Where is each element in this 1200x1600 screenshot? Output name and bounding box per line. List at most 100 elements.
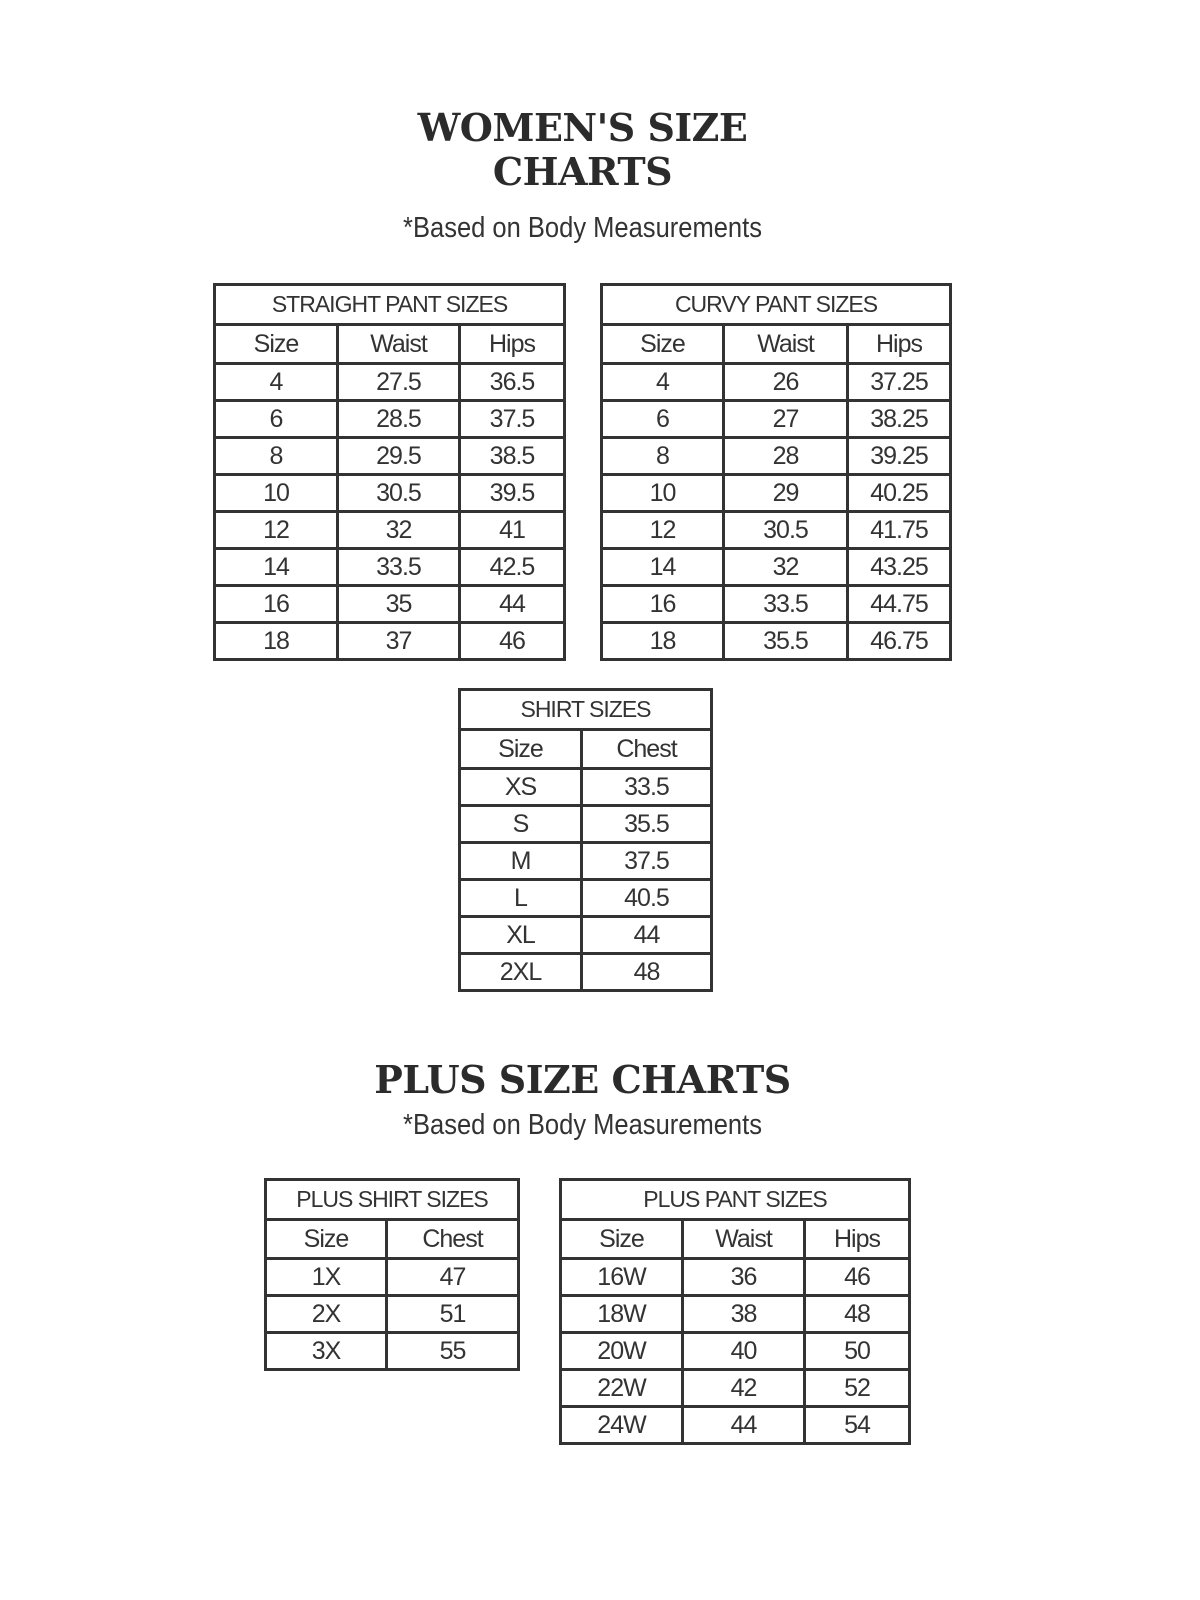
table-row: 6 27 38.25 bbox=[600, 399, 953, 439]
table-cell: 44 bbox=[580, 915, 713, 955]
table-row: 2X 51 bbox=[264, 1294, 520, 1334]
table-cell: 48 bbox=[580, 952, 713, 992]
table-title: STRAIGHT PANT SIZES bbox=[212, 283, 567, 326]
table-cell: 51 bbox=[385, 1294, 520, 1334]
column-header: Hips bbox=[802, 1218, 912, 1260]
table-row: 18 37 46 bbox=[213, 621, 567, 661]
table-cell: 2XL bbox=[458, 952, 583, 992]
table-cell: 10 bbox=[600, 473, 725, 513]
table-row: 20W 40 50 bbox=[559, 1331, 912, 1371]
table-cell: 37 bbox=[336, 621, 461, 661]
table-row: 6 28.5 37.5 bbox=[213, 399, 567, 439]
womens-title-line1: WOMEN'S SIZE bbox=[417, 105, 748, 150]
table-row: 10 30.5 39.5 bbox=[213, 473, 567, 513]
table-cell: 29.5 bbox=[336, 436, 461, 476]
table-cell: 50 bbox=[802, 1331, 912, 1371]
header-row: Size Waist Hips bbox=[600, 323, 953, 365]
table-row: M 37.5 bbox=[458, 841, 713, 881]
table-cell: 32 bbox=[336, 510, 461, 550]
header-row: Size Chest bbox=[264, 1218, 520, 1260]
table-cell: XS bbox=[458, 767, 583, 807]
table-cell: 46 bbox=[802, 1257, 912, 1297]
column-header: Size bbox=[213, 323, 339, 365]
table-cell: 1X bbox=[264, 1257, 388, 1297]
table-row: 1X 47 bbox=[264, 1257, 520, 1297]
table-cell: 38 bbox=[681, 1294, 806, 1334]
table-cell: 4 bbox=[600, 362, 725, 402]
table-row: 18W 38 48 bbox=[559, 1294, 912, 1334]
table-cell: 14 bbox=[213, 547, 339, 587]
table-cell: 47 bbox=[385, 1257, 520, 1297]
table-cell: 38.25 bbox=[845, 399, 953, 439]
column-header: Chest bbox=[580, 728, 713, 770]
table-cell: 38.5 bbox=[457, 436, 567, 476]
table-cell: 16 bbox=[213, 584, 339, 624]
table-title: SHIRT SIZES bbox=[458, 688, 713, 731]
table-cell: 18 bbox=[213, 621, 339, 661]
table-cell: 35.5 bbox=[580, 804, 713, 844]
table-cell: 30.5 bbox=[722, 510, 849, 550]
table-title: CURVY PANT SIZES bbox=[599, 283, 953, 326]
table-cell: 46 bbox=[457, 621, 567, 661]
table-row: 8 28 39.25 bbox=[600, 436, 953, 476]
table-cell: 33.5 bbox=[722, 584, 849, 624]
table-cell: XL bbox=[458, 915, 583, 955]
table-cell: 6 bbox=[213, 399, 339, 439]
table-row: 18 35.5 46.75 bbox=[600, 621, 953, 661]
shirt-sizes-table: SHIRT SIZES Size Chest XS 33.5 S 35.5 M 37.5 L 40.… bbox=[458, 688, 713, 992]
table-cell: 4 bbox=[213, 362, 339, 402]
plus-title: PLUS SIZE CHARTS bbox=[374, 1057, 791, 1102]
table-title: PLUS SHIRT SIZES bbox=[264, 1178, 520, 1221]
column-header: Size bbox=[264, 1218, 388, 1260]
table-row: 4 26 37.25 bbox=[600, 362, 953, 402]
table-cell: 52 bbox=[802, 1368, 912, 1408]
table-row: 14 33.5 42.5 bbox=[213, 547, 567, 587]
table-cell: 27.5 bbox=[336, 362, 461, 402]
table-row: L 40.5 bbox=[458, 878, 713, 918]
table-title: PLUS PANT SIZES bbox=[558, 1178, 912, 1221]
table-cell: 3X bbox=[264, 1331, 388, 1371]
table-cell: 26 bbox=[722, 362, 849, 402]
plus-pant-sizes-table: PLUS PANT SIZES Size Waist Hips 16W 36 46 18W 38… bbox=[558, 1178, 912, 1445]
table-cell: 40.25 bbox=[845, 473, 953, 513]
table-cell: 46.75 bbox=[845, 621, 953, 661]
table-cell: 2X bbox=[264, 1294, 388, 1334]
table-row: 4 27.5 36.5 bbox=[213, 362, 567, 402]
table-cell: 43.25 bbox=[845, 547, 953, 587]
table-cell: 36.5 bbox=[457, 362, 567, 402]
straight-pant-sizes-table: STRAIGHT PANT SIZES Size Waist Hips 4 27.5 36.… bbox=[212, 283, 567, 661]
table-cell: 41.75 bbox=[845, 510, 953, 550]
table-cell: 32 bbox=[722, 547, 849, 587]
table-row: 8 29.5 38.5 bbox=[213, 436, 567, 476]
table-row: 16 35 44 bbox=[213, 584, 567, 624]
table-cell: 35 bbox=[336, 584, 461, 624]
table-cell: S bbox=[458, 804, 583, 844]
table-cell: 20W bbox=[559, 1331, 684, 1371]
table-row: 12 32 41 bbox=[213, 510, 567, 550]
table-cell: 27 bbox=[722, 399, 849, 439]
table-cell: 36 bbox=[681, 1257, 806, 1297]
column-header: Hips bbox=[457, 323, 567, 365]
header-row: Size Chest bbox=[458, 728, 713, 770]
table-cell: 44 bbox=[457, 584, 567, 624]
table-cell: 54 bbox=[802, 1405, 912, 1445]
table-cell: 55 bbox=[385, 1331, 520, 1371]
table-cell: 42 bbox=[681, 1368, 806, 1408]
column-header: Waist bbox=[336, 323, 461, 365]
table-cell: 35.5 bbox=[722, 621, 849, 661]
table-cell: 12 bbox=[213, 510, 339, 550]
table-cell: M bbox=[458, 841, 583, 881]
table-row: 16W 36 46 bbox=[559, 1257, 912, 1297]
table-cell: 6 bbox=[600, 399, 725, 439]
table-cell: 37.5 bbox=[457, 399, 567, 439]
plus-subtitle: *Based on Body Measurements bbox=[403, 1109, 762, 1141]
table-cell: 16W bbox=[559, 1257, 684, 1297]
header-row: Size Waist Hips bbox=[213, 323, 567, 365]
table-cell: 40.5 bbox=[580, 878, 713, 918]
table-cell: 33.5 bbox=[580, 767, 713, 807]
table-row: 12 30.5 41.75 bbox=[600, 510, 953, 550]
table-row: XS 33.5 bbox=[458, 767, 713, 807]
table-cell: 22W bbox=[559, 1368, 684, 1408]
column-header: Waist bbox=[681, 1218, 806, 1260]
table-cell: 44 bbox=[681, 1405, 806, 1445]
